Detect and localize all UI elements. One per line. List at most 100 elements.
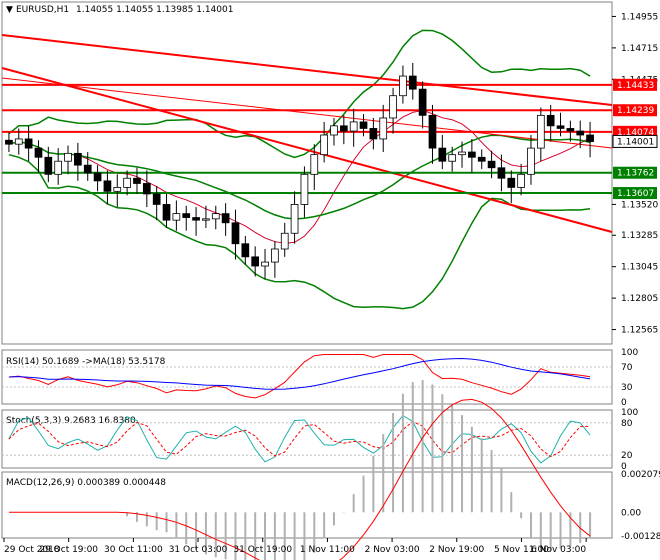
trendline-lower [1, 67, 613, 233]
candle-body [349, 121, 358, 132]
price-tick-label: 1.13045 [621, 263, 658, 273]
candle-body [458, 151, 466, 156]
symbol-label: EURUSD,H1 [16, 5, 69, 15]
macd-tick-label: 0.002079 [621, 470, 660, 480]
candle-body [566, 128, 575, 132]
level-label: 1.14433 [617, 81, 654, 91]
candle-body [93, 172, 102, 182]
rsi-tick-label: 30 [621, 383, 633, 393]
candle-body [379, 117, 388, 140]
stoch-tick-label: 0 [621, 462, 627, 472]
candle-body [536, 114, 545, 149]
candle-body [300, 173, 309, 205]
rsi-label: RSI(14) 50.1689 ->MA(18) 53.5178 [6, 357, 166, 367]
candle-body [556, 125, 565, 129]
candle-body [280, 232, 289, 250]
time-tick-label: 29 Oct 19:00 [39, 545, 98, 555]
candle-body [477, 156, 486, 162]
stoch-tick-label: 80 [621, 419, 633, 429]
candle-body [418, 88, 427, 116]
candle-body [359, 121, 368, 129]
candle-body [123, 177, 131, 188]
candle-body [24, 138, 33, 149]
ohlc-quote: 1.14055 1.14055 1.13985 1.14001 [76, 5, 233, 15]
time-tick-label: 2 Nov 03:00 [365, 545, 420, 555]
candle-body [192, 217, 200, 221]
stochastic-lines [2, 414, 612, 464]
rsi-panel[interactable] [1, 349, 613, 405]
candle-body [448, 154, 457, 162]
candle-body [152, 193, 161, 205]
price-tick-label: 1.14955 [621, 12, 658, 22]
candlesticks [5, 62, 594, 280]
bollinger-middle-line [8, 134, 591, 220]
time-tick-label: 31 Oct 19:00 [233, 545, 292, 555]
time-tick-label: 31 Oct 03:00 [169, 545, 228, 555]
time-tick-label: 29 Oct 2018 [4, 545, 60, 555]
candle-body [438, 147, 447, 162]
candle-body [14, 138, 23, 145]
candle-body [133, 177, 141, 184]
macd-signal-line [8, 398, 591, 560]
time-tick-label: 2 Nov 19:00 [429, 545, 484, 555]
candle-body [34, 147, 43, 158]
bollinger-upper-line [8, 29, 591, 159]
rsi-tick-label: 70 [621, 363, 633, 373]
candle-body [527, 147, 535, 175]
candle-body [113, 187, 122, 192]
horizontal-levels[interactable] [2, 83, 612, 195]
candle-body [182, 213, 191, 218]
level-label: 1.13607 [617, 189, 654, 199]
candle-body [339, 125, 348, 132]
candle-body [241, 243, 250, 258]
level-label-box [613, 187, 657, 200]
level-label-box [613, 104, 657, 117]
price-tick-label: 1.14715 [621, 44, 658, 54]
candle-body [54, 160, 63, 175]
macd-lines [8, 380, 592, 560]
ma-line [8, 109, 591, 244]
stoch-signal-line [8, 421, 591, 458]
rsi-line [8, 354, 591, 399]
stoch-tick-label: 20 [621, 451, 633, 461]
price-tick-label: 1.13520 [621, 200, 658, 210]
candle-body [211, 213, 220, 220]
candle-body [487, 160, 496, 169]
candle-body [64, 152, 72, 162]
time-tick-label: 1 Nov 11:00 [300, 545, 355, 555]
macd-label: MACD(12,26,9) 0.000389 0.000448 [6, 478, 166, 488]
rsi-ma-line [8, 357, 591, 390]
indicator-lines [1, 29, 613, 310]
macd-tick-label: 0.00 [621, 508, 641, 518]
candle-body [83, 164, 92, 174]
chart-menu-arrow-icon[interactable]: ▼ [6, 5, 13, 15]
candle-body [310, 154, 319, 175]
level-label: 1.14239 [617, 106, 654, 116]
stochastic-panel[interactable] [1, 409, 613, 469]
rsi-axis: 100 70 30 0 [621, 348, 638, 408]
trendline-upper [1, 34, 613, 106]
candle-body [408, 75, 417, 90]
candle-body [231, 222, 240, 245]
candle-body [172, 213, 181, 221]
candle-body [251, 256, 260, 267]
candle-body [74, 152, 82, 166]
candle-body [202, 218, 210, 221]
price-tick-label: 1.13285 [621, 231, 658, 241]
candle-body [330, 125, 338, 136]
time-tick-label: 5 Nov 11:00 [494, 545, 549, 555]
candle-body [576, 130, 585, 136]
time-tick-label: 6 Nov 03:00 [531, 545, 586, 555]
candle-body [497, 167, 506, 179]
candle-body [507, 177, 516, 188]
price-tick-label: 1.12565 [621, 326, 658, 336]
candle-body [271, 248, 279, 263]
level-label-box [613, 78, 657, 91]
price-tick-label: 1.12805 [621, 294, 658, 304]
candle-body [399, 75, 407, 97]
level-label: 1.13762 [617, 169, 654, 179]
rsi-lines [2, 354, 612, 399]
